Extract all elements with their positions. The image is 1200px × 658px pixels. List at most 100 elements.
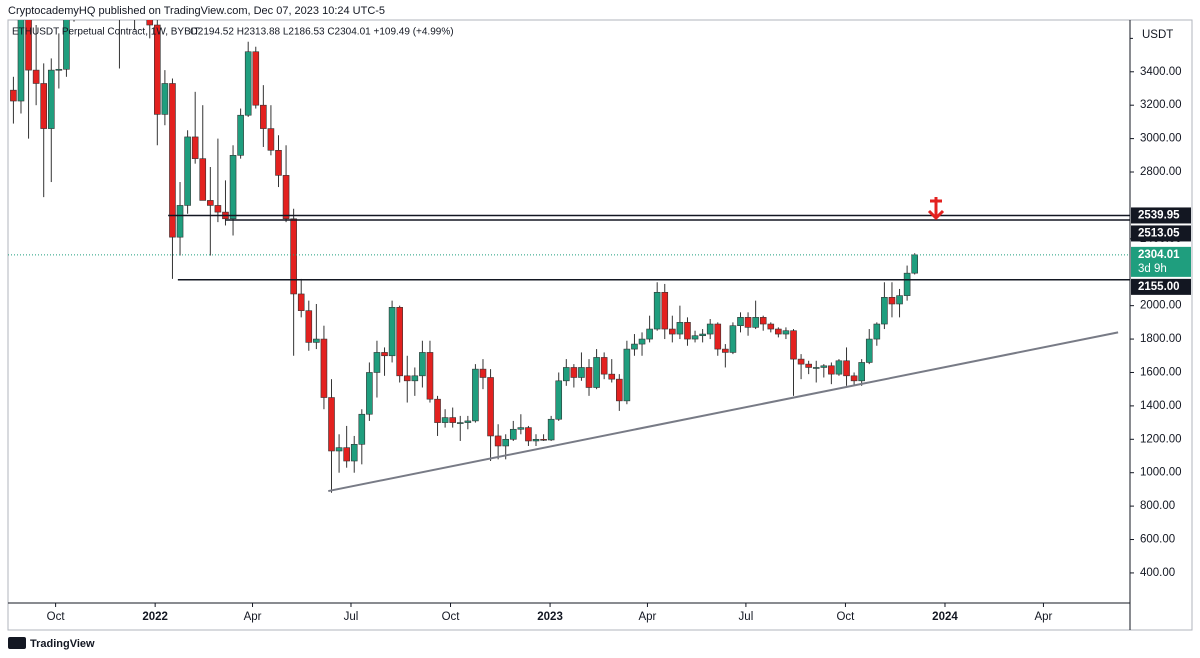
candle-body <box>297 293 305 311</box>
x-tick-label: Oct <box>836 611 855 623</box>
candle-body <box>191 136 199 159</box>
candle-body <box>525 427 532 442</box>
candle-body <box>737 317 744 326</box>
x-tick-label: Apr <box>244 611 262 623</box>
candle-body <box>10 89 17 102</box>
price-label: 2304.01 <box>1138 249 1180 261</box>
candle-body <box>25 20 32 71</box>
candle-body <box>229 155 237 220</box>
candle-body <box>320 338 328 398</box>
candle-body <box>820 365 828 368</box>
candle-body <box>373 352 381 373</box>
symbol: ETHUSDT Perpetual Contract, 1W, BYBIT <box>12 27 200 38</box>
candle-body <box>214 205 222 213</box>
y-tick-label: 2000.00 <box>1140 300 1182 312</box>
y-tick-label: 1400.00 <box>1140 400 1182 412</box>
candle-body <box>850 375 858 382</box>
candle-body <box>661 291 669 330</box>
candle-body <box>358 413 366 445</box>
x-tick-label: Jul <box>739 611 754 623</box>
candle-body <box>714 323 722 350</box>
candle-body <box>434 398 441 423</box>
candle-body <box>207 200 214 206</box>
candle-body <box>752 317 759 328</box>
logo-mark <box>8 637 26 649</box>
candle-body <box>464 420 472 423</box>
candle-body <box>403 375 411 382</box>
candle-body <box>782 330 790 335</box>
y-tick-label: 2800.00 <box>1140 166 1182 178</box>
candle-body <box>335 447 343 452</box>
candle-body <box>449 417 456 423</box>
x-tick-label: 2022 <box>142 611 168 623</box>
candle-body <box>532 438 540 442</box>
candle-body <box>479 368 487 378</box>
candle-body <box>669 328 676 335</box>
candle-body <box>812 367 820 369</box>
candle-body <box>275 149 282 176</box>
candle-body <box>699 333 706 337</box>
candle-body <box>676 322 684 335</box>
candle-body <box>260 104 267 129</box>
credit: CryptocademyHQ published on TradingView.… <box>8 5 385 17</box>
candle-body <box>305 310 313 343</box>
candle-body <box>775 328 782 335</box>
candle-body <box>797 358 805 365</box>
price-label-box <box>1131 225 1191 242</box>
candle-body <box>441 417 449 423</box>
unit-box <box>1133 24 1189 46</box>
candle-body <box>540 438 547 441</box>
candle-body <box>366 372 373 415</box>
candle-body <box>381 352 388 357</box>
candle-body <box>547 418 555 441</box>
y-tick-label: 3000.00 <box>1140 133 1182 145</box>
x-tick-label: Oct <box>47 611 66 623</box>
candle-body <box>40 83 48 129</box>
axis-layer: 400.00 600.00 800.00 1000.00 1200.00 1400.00 1… <box>47 32 1191 623</box>
price-label-box <box>1131 246 1191 277</box>
candle-body <box>873 323 881 340</box>
candle-body <box>237 114 244 156</box>
candle-body <box>55 68 63 71</box>
candle-body <box>161 83 169 115</box>
x-tick-label: Apr <box>638 611 656 623</box>
candle-body <box>903 272 911 296</box>
candle-body <box>456 422 464 424</box>
candle-body <box>388 307 396 357</box>
candle-body <box>252 51 260 106</box>
y-tick-label: 800.00 <box>1140 500 1175 512</box>
candle-body <box>154 24 161 115</box>
candle-body <box>646 328 653 340</box>
candle-body <box>691 335 699 340</box>
candle-body <box>328 397 335 452</box>
y-tick-label: 1600.00 <box>1140 367 1182 379</box>
candle-body <box>835 360 843 375</box>
candle-body <box>290 218 297 295</box>
candle-body <box>517 427 525 430</box>
candle-body <box>631 343 638 350</box>
candle-body <box>313 338 320 343</box>
candle-body <box>562 367 570 382</box>
x-tick-label: Jul <box>344 611 359 623</box>
candle-body <box>63 20 70 70</box>
candle-body <box>426 352 434 400</box>
price-label-box <box>1131 278 1191 295</box>
candle-body <box>555 380 563 420</box>
candle-body <box>790 330 797 360</box>
candle-body <box>419 352 426 377</box>
candle-body <box>411 375 419 382</box>
candle-body <box>502 438 510 447</box>
candle-body <box>47 69 55 129</box>
y-tick-label: 1200.00 <box>1140 433 1182 445</box>
candle-body <box>585 367 593 388</box>
candle-body <box>176 205 184 238</box>
candle-body <box>593 357 600 388</box>
countdown: 3d 9h <box>1138 263 1167 275</box>
candle-body <box>570 367 578 378</box>
candle-body <box>729 325 737 353</box>
candle-body <box>828 365 835 375</box>
y-tick-label: 600.00 <box>1140 534 1175 546</box>
candle-body <box>282 175 290 220</box>
candle-body <box>888 297 896 305</box>
